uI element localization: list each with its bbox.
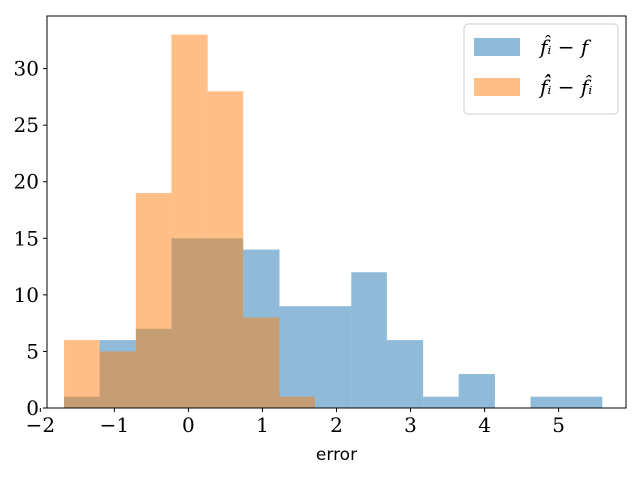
histogram-bar [99, 351, 136, 408]
histogram-bar [207, 91, 244, 408]
histogram-bar [135, 193, 172, 408]
histogram-bar [458, 374, 495, 408]
y-tick-label: 5 [26, 339, 39, 363]
legend: f̂ᵢ − f f̂̂ᵢ − f̂ᵢ [463, 23, 619, 115]
legend-swatch [474, 38, 520, 56]
y-tick-label: 10 [14, 283, 39, 307]
histogram-bar [566, 396, 603, 408]
x-tick-label: −1 [100, 413, 129, 437]
y-tick-label: 20 [14, 170, 39, 194]
histogram-bar [423, 396, 459, 408]
legend-label: f̂ᵢ − f [538, 35, 592, 59]
legend-swatch [474, 78, 520, 96]
legend-label: f̂̂ᵢ − f̂ᵢ [538, 73, 593, 99]
y-tick-label: 0 [26, 396, 39, 420]
histogram-bar [171, 34, 208, 409]
histogram-bar [351, 272, 387, 408]
y-tick-label: 30 [14, 57, 39, 81]
x-tick-label: 3 [404, 413, 417, 437]
y-tick-label: 15 [14, 226, 39, 250]
x-tick-label: −2 [26, 413, 55, 437]
histogram-bar [279, 396, 316, 408]
histogram-bar [386, 340, 424, 408]
histogram-bar [279, 306, 316, 408]
y-tick-label: 25 [14, 113, 39, 137]
histogram-bar [243, 317, 280, 408]
ticks-layer: −2 −1 0 1 2 3 4 5 0 5 10 15 20 25 30 [14, 57, 565, 437]
x-tick-label: 0 [182, 413, 195, 437]
x-tick-label: 4 [478, 413, 491, 437]
series-1 [64, 34, 316, 409]
x-tick-label: 1 [256, 413, 269, 437]
x-tick-label: 5 [552, 413, 565, 437]
bars-layer [64, 34, 603, 409]
x-tick-label: 2 [330, 413, 343, 437]
histogram-bar [64, 340, 100, 408]
x-axis-label: error [316, 445, 357, 465]
histogram-bar [530, 396, 567, 408]
histogram-bar [315, 306, 352, 408]
